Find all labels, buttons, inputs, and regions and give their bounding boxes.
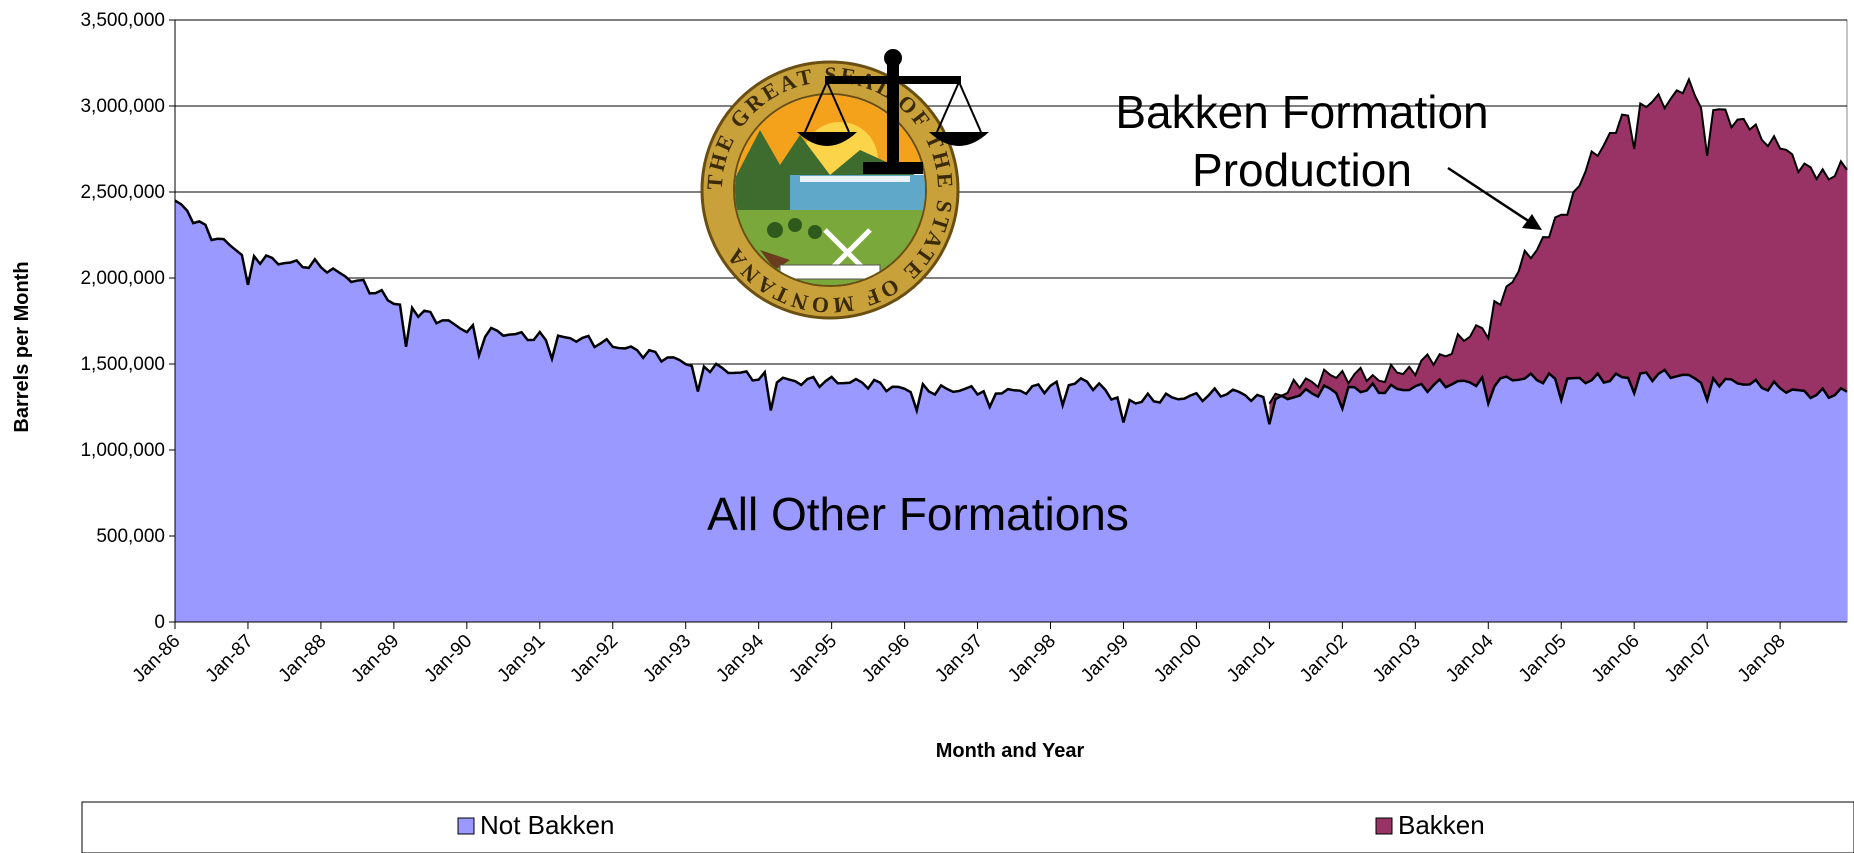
- legend-swatch-bakken: [1375, 817, 1393, 835]
- x-axis-title: Month and Year: [936, 740, 1085, 762]
- x-tick-label: Jan-06: [1588, 631, 1644, 687]
- x-tick-label: Jan-05: [1515, 631, 1571, 687]
- x-tick-label: Jan-00: [1150, 631, 1206, 687]
- x-tick-label: Jan-90: [420, 631, 476, 687]
- annotation-other-formations: All Other Formations: [707, 488, 1129, 540]
- x-tick-label: Jan-89: [347, 631, 403, 687]
- legend-item-not-bakken: Not Bakken: [457, 810, 614, 840]
- y-tick-label: 0: [154, 612, 165, 633]
- series-area-bakken: [1269, 79, 1847, 425]
- annotation-arrow: [1447, 166, 1542, 230]
- area-series: [174, 76, 1848, 622]
- y-tick-label: 2,500,000: [80, 182, 165, 203]
- x-tick-label: Jan-87: [202, 631, 258, 687]
- legend-box: [81, 801, 1854, 853]
- legend-label-bakken: Bakken: [1398, 810, 1485, 840]
- x-tick-label: Jan-86: [129, 631, 185, 687]
- x-tick-label: Jan-94: [712, 630, 768, 686]
- y-tick-label: 2,000,000: [80, 268, 165, 289]
- y-tick-label: 1,000,000: [80, 440, 165, 461]
- legend-item-bakken: Bakken: [1375, 810, 1485, 840]
- x-tick-label: Jan-95: [785, 631, 841, 687]
- y-tick-label: 3,000,000: [80, 96, 165, 117]
- legend-swatch-not-bakken: [457, 817, 475, 835]
- x-tick-label: Jan-88: [275, 631, 331, 687]
- x-tick-label: Jan-98: [1004, 631, 1060, 687]
- annotation-bakken-line-2: Production: [1192, 144, 1412, 196]
- x-tick-label: Jan-03: [1369, 631, 1425, 687]
- y-axis-title: Barrels per Month: [11, 261, 33, 432]
- x-tick-label: Jan-99: [1077, 631, 1133, 687]
- x-tick-label: Jan-96: [858, 631, 914, 687]
- x-tick-label: Jan-02: [1296, 631, 1352, 687]
- montana-seal-icon: THE GREAT SEAL OF THE STATE OF MONTANA: [700, 60, 960, 320]
- series-area-not-bakken: [175, 200, 1847, 622]
- series-line-not-bakken: [174, 199, 1848, 425]
- x-tick-label: Jan-91: [493, 631, 549, 687]
- y-tick-label: 1,500,000: [80, 354, 165, 375]
- y-tick-label: 3,500,000: [80, 10, 165, 31]
- legend-label-not-bakken: Not Bakken: [480, 810, 614, 840]
- series-line-bakken: [1268, 76, 1848, 405]
- x-tick-label: Jan-08: [1734, 631, 1790, 687]
- annotation-bakken-line-1: Bakken Formation: [1115, 86, 1488, 138]
- x-tick-label: Jan-07: [1661, 631, 1717, 687]
- x-tick-label: Jan-01: [1223, 631, 1279, 687]
- y-axis: 0 500,000 1,000,000 1,500,000 2,000,000 2,500…: [80, 10, 176, 633]
- y-tick-label: 500,000: [96, 526, 165, 547]
- x-tick-label: Jan-93: [639, 631, 695, 687]
- x-tick-label: Jan-97: [931, 631, 987, 687]
- x-axis: Jan-86 Jan-87 Jan-88 Jan-89 Jan-90 Jan-91 Jan-…: [129, 621, 1847, 687]
- scales-of-justice-icon: [797, 49, 989, 174]
- x-tick-label: Jan-92: [566, 631, 622, 687]
- x-tick-label: Jan-04: [1442, 630, 1498, 686]
